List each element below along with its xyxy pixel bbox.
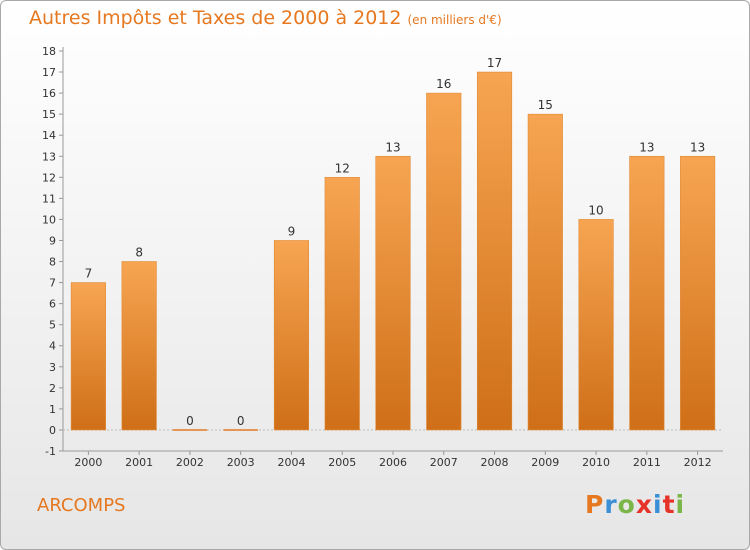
data-label: 8 xyxy=(135,246,143,260)
chart-subtitle: (en milliers d'€) xyxy=(407,13,502,27)
logo-letter: i xyxy=(653,490,663,519)
logo-letter: x xyxy=(635,490,653,519)
bar xyxy=(527,113,563,431)
y-tick-label: 16 xyxy=(42,87,56,100)
x-tick-label: 2007 xyxy=(430,456,458,469)
x-tick-label: 2002 xyxy=(176,456,204,469)
x-tick-label: 2001 xyxy=(125,456,153,469)
y-tick-label: 3 xyxy=(49,361,56,374)
bar xyxy=(578,219,614,431)
logo-letter: i xyxy=(675,490,686,519)
y-tick-label: 18 xyxy=(42,45,56,58)
data-label: 9 xyxy=(288,224,296,238)
y-tick-label: -1 xyxy=(45,445,56,458)
logo-letter: P xyxy=(585,490,605,519)
data-label: 13 xyxy=(639,140,654,154)
data-label: 10 xyxy=(588,203,603,217)
y-tick-label: 5 xyxy=(49,319,56,332)
data-label: 13 xyxy=(385,140,400,154)
bar xyxy=(70,282,106,431)
data-label: 12 xyxy=(335,161,350,175)
bar-chart: -101234567891011121314151617187200082001… xyxy=(42,45,723,469)
y-tick-label: 12 xyxy=(42,171,56,184)
chart-title-text: Autres Impôts et Taxes de 2000 à 2012 xyxy=(29,7,402,29)
bar xyxy=(476,71,513,431)
x-tick-label: 2006 xyxy=(379,456,407,469)
data-label: 7 xyxy=(85,267,93,281)
x-tick-label: 2012 xyxy=(684,456,712,469)
data-label: 13 xyxy=(690,140,705,154)
bar xyxy=(273,240,310,431)
y-tick-label: 8 xyxy=(49,256,56,269)
bar xyxy=(375,155,411,431)
data-label: 17 xyxy=(487,56,502,70)
proxiti-logo[interactable]: Proxiti xyxy=(585,490,685,519)
y-tick-label: 4 xyxy=(49,340,56,353)
bar xyxy=(324,177,360,431)
x-tick-label: 2003 xyxy=(227,456,255,469)
x-tick-label: 2010 xyxy=(582,456,610,469)
logo-letter: t xyxy=(662,490,676,519)
logo-letter: o xyxy=(617,490,636,519)
y-tick-label: 13 xyxy=(42,150,56,163)
y-tick-label: 9 xyxy=(49,234,56,247)
bar xyxy=(629,155,665,431)
x-tick-label: 2000 xyxy=(74,456,102,469)
bar xyxy=(680,155,716,431)
y-tick-label: 0 xyxy=(49,424,56,437)
y-tick-label: 14 xyxy=(42,129,56,142)
y-tick-label: 17 xyxy=(42,66,56,79)
data-label: 16 xyxy=(436,77,451,91)
x-tick-label: 2005 xyxy=(328,456,356,469)
y-tick-label: 11 xyxy=(42,192,56,205)
bar xyxy=(426,92,462,431)
x-tick-label: 2011 xyxy=(633,456,661,469)
y-tick-label: 10 xyxy=(42,213,56,226)
x-tick-label: 2008 xyxy=(481,456,509,469)
y-tick-label: 7 xyxy=(49,277,56,290)
x-tick-label: 2009 xyxy=(531,456,559,469)
y-tick-label: 6 xyxy=(49,298,56,311)
chart-title: Autres Impôts et Taxes de 2000 à 2012 (en… xyxy=(29,7,502,29)
bar xyxy=(121,261,157,431)
y-tick-label: 1 xyxy=(49,403,56,416)
y-tick-label: 2 xyxy=(49,382,56,395)
data-label: 15 xyxy=(538,98,553,112)
x-tick-label: 2004 xyxy=(277,456,305,469)
data-label: 0 xyxy=(237,414,245,428)
y-tick-label: 15 xyxy=(42,108,56,121)
commune-name: ARCOMPS xyxy=(37,495,126,516)
logo-letter: r xyxy=(604,490,618,519)
data-label: 0 xyxy=(186,414,194,428)
